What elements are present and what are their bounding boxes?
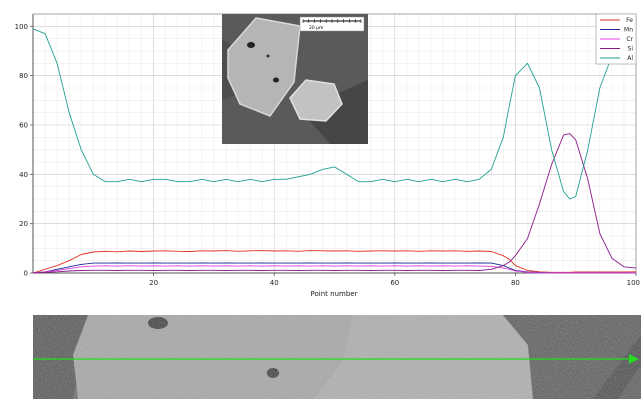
data-series — [32, 28, 637, 274]
strip-pore — [267, 368, 279, 378]
sem-linescan-image — [33, 315, 641, 399]
series-line-si — [32, 133, 637, 274]
legend-label: Cr — [626, 36, 633, 43]
series-line-al — [32, 28, 637, 200]
legend-label: Al — [627, 55, 633, 62]
y-tick-label: 0 — [24, 270, 28, 278]
x-tick-label: 60 — [390, 279, 399, 287]
y-tick-label: 100 — [15, 23, 28, 31]
inset-scale-label: 20 µm — [309, 25, 323, 31]
inset-large-crystal — [227, 17, 301, 117]
x-axis-label: Point number — [311, 290, 358, 298]
inset-pore — [273, 77, 279, 83]
linescan-arrow-icon — [629, 354, 639, 364]
tick-labels: 0 20 40 60 80 100 20 40 60 80 100 — [15, 23, 640, 287]
strip-dark-streak — [593, 335, 641, 399]
y-tick-label: 40 — [19, 171, 28, 179]
strip-crystal-right — [313, 315, 533, 399]
series-line-cr — [32, 265, 636, 274]
legend: Fe Mn Cr Si Al — [595, 13, 637, 65]
series-line-fe — [32, 250, 637, 274]
strip-crystal-left — [73, 315, 363, 399]
x-tick-label: 20 — [149, 279, 158, 287]
sem-inset-image: 20 µm — [222, 14, 368, 144]
legend-label: Mn — [624, 27, 633, 34]
y-tick-label: 20 — [19, 220, 28, 228]
strip-right-dark-region — [503, 315, 641, 399]
x-tick-label: 40 — [270, 279, 279, 287]
x-tick-label: 100 — [627, 279, 640, 287]
gridlines — [33, 13, 636, 273]
y-tick-label: 60 — [19, 122, 28, 130]
inset-scale-ticks — [302, 19, 362, 23]
legend-label: Fe — [626, 17, 633, 24]
x-tick-label: 80 — [511, 279, 520, 287]
line-chart: 0 20 40 60 80 100 20 40 60 80 100 Point number 20 … — [15, 13, 640, 298]
strip-pore — [148, 317, 168, 329]
inset-pore — [247, 42, 255, 48]
inset-pore — [266, 54, 270, 58]
inset-small-crystal — [289, 79, 343, 122]
legend-label: Si — [628, 46, 634, 53]
y-tick-label: 80 — [19, 72, 28, 80]
